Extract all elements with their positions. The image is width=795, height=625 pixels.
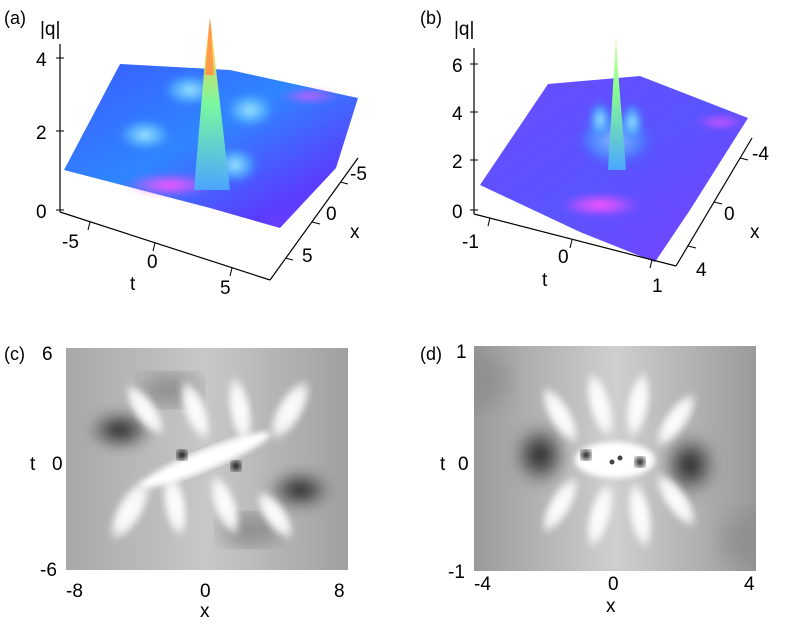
panel-a-ttick: 0 [147,252,158,273]
panel-d-ttick: 0 [458,454,469,475]
panel-a-ztick: 4 [36,50,47,71]
panel-b-xtick: -4 [752,144,769,165]
panel-b-ttick: -1 [462,232,479,253]
panel-b-ttick: 1 [652,276,663,297]
panel-b-ztick: 2 [452,152,463,173]
panel-b-ztick: 0 [452,202,463,223]
panel-a: (a) |q| 4 2 0 -5 0 5 [4,8,367,299]
panel-a-xtick: -5 [350,164,367,185]
panel-d-label: (d) [420,344,442,364]
panel-b-ztick: 6 [452,56,463,77]
panel-d-xtick: 0 [608,574,619,595]
panel-a-surface [64,18,358,228]
panel-a-label: (a) [4,8,26,28]
panel-a-ztick: 2 [36,123,47,144]
panel-b-surface [480,34,748,262]
panel-d-xtick: 4 [744,574,755,595]
panel-c-xtick: 8 [334,581,345,602]
panel-a-ztick: 0 [36,202,47,223]
panel-d-density [474,346,756,571]
panel-b-ttick: 0 [558,247,569,268]
panel-d-ttick: -1 [448,562,465,583]
panel-a-xlabel: x [350,222,360,243]
panel-c-density [66,348,348,570]
panel-c-xlabel: x [200,601,210,622]
panel-b: (b) |q| 6 4 2 0 -1 0 1 t -4 [420,8,769,297]
panel-a-xtick: 0 [326,204,337,225]
panel-c-ttick: -6 [40,560,57,581]
panel-a-ttick: 5 [220,278,231,299]
panel-b-ztick: 4 [452,104,463,125]
panel-d-tlabel: t [440,454,446,475]
panel-c-tlabel: t [30,454,36,475]
panel-a-tlabel: t [130,274,136,295]
panel-d: (d) 1 0 -1 t -4 0 4 [420,342,756,617]
panel-b-xtick: 0 [724,204,735,225]
panel-b-zlabel: |q| [454,19,474,40]
panel-b-xtick: 4 [696,260,707,281]
panel-c-xtick: 0 [200,581,211,602]
panel-d-xlabel: x [606,596,616,617]
panel-c: (c) 6 0 -6 t -8 0 8 x [4,344,348,622]
panel-b-xlabel: x [750,222,760,243]
panel-c-ttick: 0 [52,454,63,475]
panel-c-ttick: 6 [42,344,53,365]
panel-c-label: (c) [4,344,25,364]
panel-b-label: (b) [420,8,442,28]
panel-d-ttick: 1 [456,342,467,363]
panel-d-xtick: -4 [474,574,491,595]
panel-a-zlabel: |q| [40,19,60,40]
panel-a-ttick: -5 [62,232,79,253]
panel-a-xtick: 5 [302,246,313,267]
panel-c-xtick: -8 [66,581,83,602]
panel-b-tlabel: t [542,270,548,291]
